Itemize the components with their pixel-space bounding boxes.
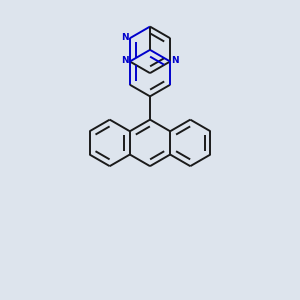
Text: N: N — [121, 56, 129, 65]
Text: N: N — [121, 33, 129, 42]
Text: N: N — [171, 56, 179, 65]
